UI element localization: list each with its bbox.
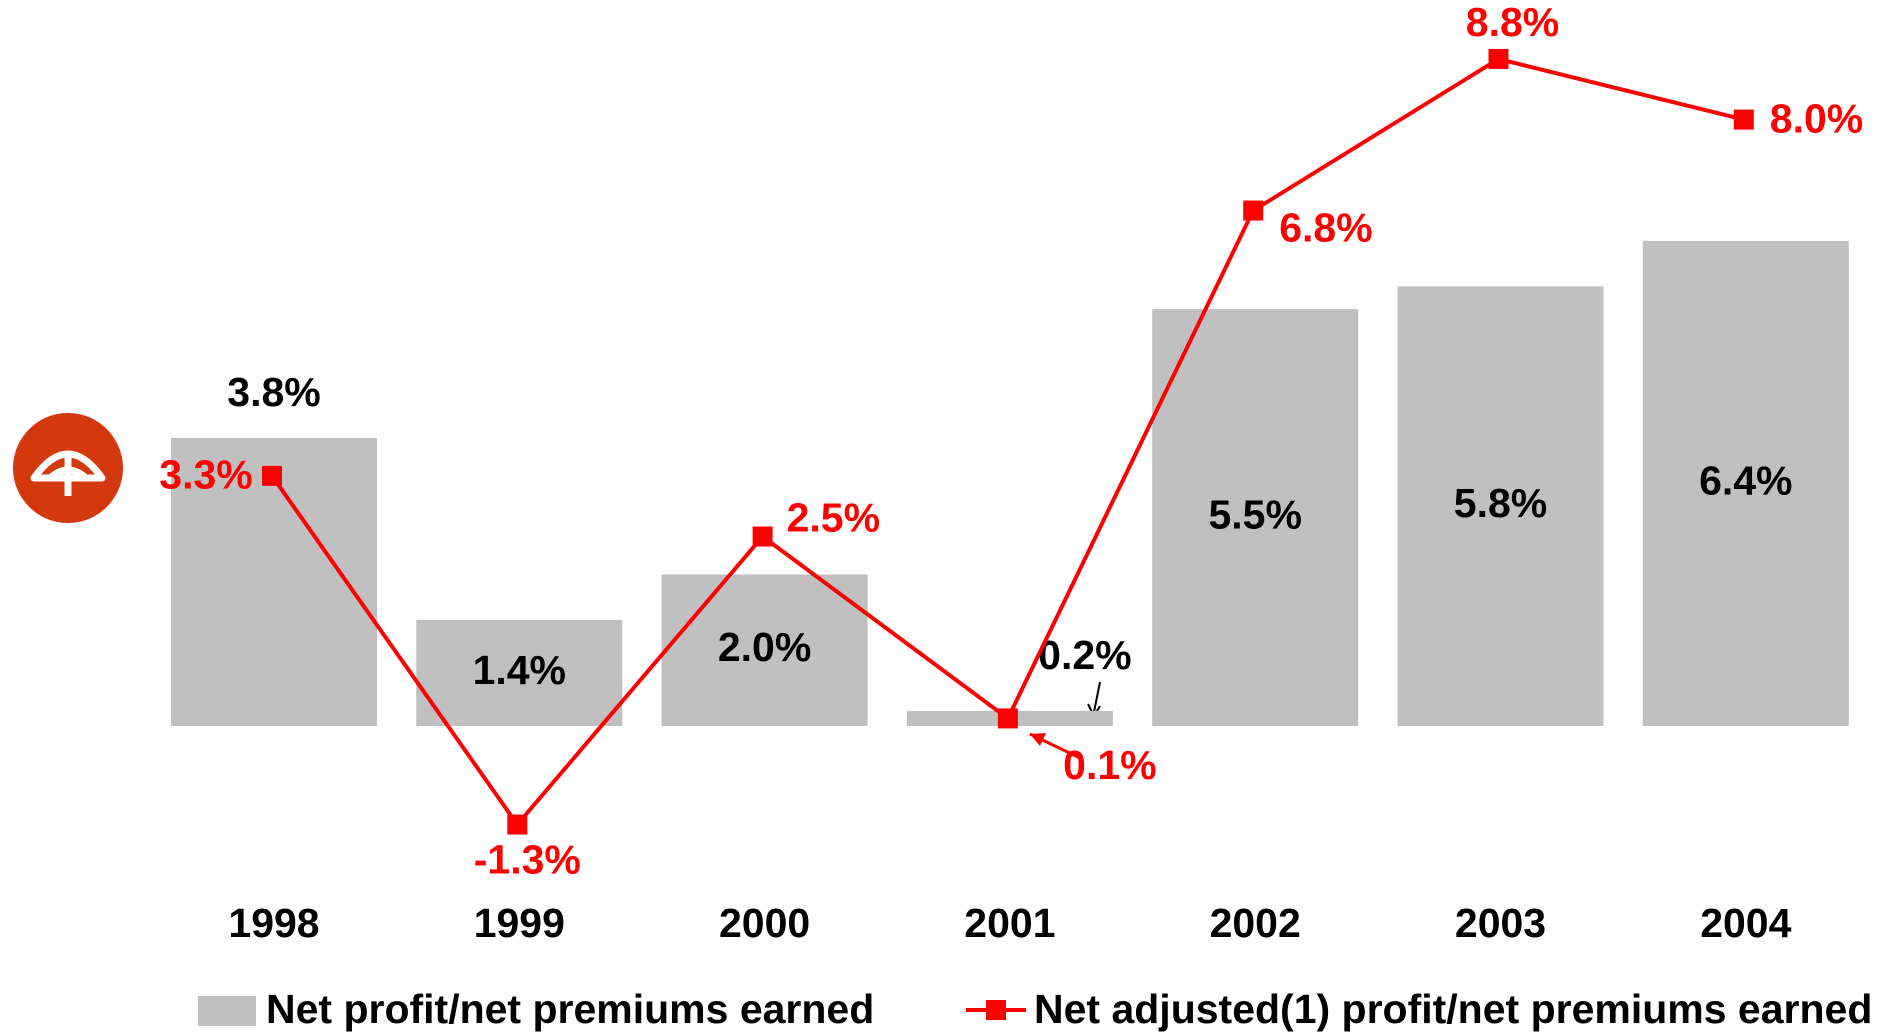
bar-value-label: 1.4% [473,647,566,693]
line-value-label: 6.8% [1279,204,1372,250]
legend-label: Net profit/net premiums earned [266,986,874,1032]
line-value-label: 3.3% [159,452,252,498]
legend-label: Net adjusted(1) profit/net premiums earn… [1034,986,1872,1032]
bar [1152,309,1359,726]
x-tick-label: 2000 [719,900,810,946]
legend-swatch [986,1000,1006,1020]
bar [1642,240,1849,726]
x-tick-label: 2003 [1455,900,1546,946]
x-tick-label: 2004 [1700,900,1791,946]
x-tick-label: 2002 [1210,900,1301,946]
bar-value-label: 5.5% [1208,491,1301,537]
bar-value-label: 5.8% [1454,480,1547,526]
bar-value-label: 3.8% [227,369,320,415]
line-value-label: 0.1% [1063,742,1156,788]
bar [661,574,868,726]
x-tick-label: 1999 [474,900,565,946]
legend-swatch [198,996,256,1026]
line-marker [752,526,773,547]
line-value-label: 2.5% [787,494,880,540]
line-marker [507,814,528,835]
line-marker [1733,109,1754,130]
line-value-label: -1.3% [474,836,581,882]
callout-arrow [1093,681,1101,713]
line-marker [1243,200,1264,221]
x-tick-label: 2001 [964,900,1055,946]
line-marker [262,465,282,486]
bar-value-label: 6.4% [1699,457,1792,503]
bar [416,619,623,726]
line-marker [1488,48,1509,69]
bar [1397,286,1604,726]
logo [13,413,123,523]
bar [171,437,377,726]
bar-value-label: 2.0% [718,624,811,670]
line-marker [997,708,1018,729]
line-value-label: 8.8% [1466,0,1559,45]
line-value-label: 8.0% [1770,95,1863,141]
bar-value-label: 0.2% [1038,632,1131,678]
callout-arrow-head [1030,733,1046,746]
x-tick-label: 1998 [228,900,319,946]
